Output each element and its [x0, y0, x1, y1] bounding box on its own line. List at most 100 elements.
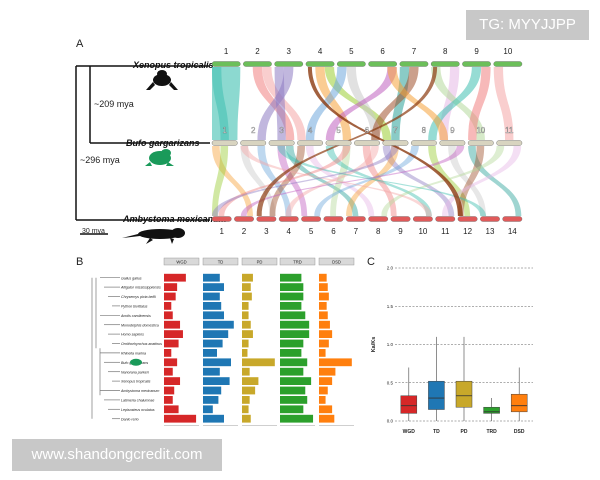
synteny-link [277, 146, 487, 216]
chromosome-bar [439, 140, 466, 146]
chromosome-bar [297, 140, 324, 146]
column-header-label: TRD [293, 259, 302, 264]
panel-a-label: A [76, 38, 84, 50]
column-header-label: TD [218, 259, 224, 264]
duplication-bar [203, 358, 231, 367]
chromosome-bar [345, 216, 366, 222]
species-name: Rhinella marina [121, 352, 146, 356]
species-label: Ambystoma mexicanum [122, 214, 227, 224]
site-watermark: www.shandongcredit.com [12, 439, 222, 471]
duplication-bar [319, 386, 328, 395]
duplication-bar [319, 414, 335, 423]
duplication-bar [319, 358, 352, 367]
chromosome-bar [368, 61, 397, 67]
duplication-bar [242, 339, 249, 348]
species-name: Python bivittatus [121, 305, 148, 309]
duplication-bar [242, 358, 275, 367]
species-label: Xenopus tropicalis [132, 60, 214, 70]
box [400, 395, 418, 414]
duplication-bar [280, 414, 314, 423]
duplication-bar [164, 386, 175, 395]
synteny-link [212, 146, 229, 216]
duplication-bar [280, 386, 306, 395]
box [510, 393, 528, 413]
duplication-bar [203, 396, 219, 404]
telegram-tag: TG: MYYJJPP [466, 10, 589, 40]
chromosome-label: 1 [224, 47, 229, 56]
duplication-bar [319, 367, 336, 376]
duplication-bar [280, 292, 304, 301]
duplication-bar [280, 302, 302, 310]
y-tick-label: 2.0 [387, 266, 394, 271]
synteny-link [325, 67, 397, 140]
chromosome-bar [399, 61, 429, 67]
species-name: Ambystoma mexicanum [120, 389, 159, 393]
synteny-link [325, 146, 432, 216]
duplication-bar [319, 311, 328, 320]
synteny-link [212, 146, 254, 216]
chromosome-bar [268, 140, 295, 146]
chromosome-label: 6 [380, 47, 385, 56]
column-header [241, 257, 278, 266]
chromosome-bar [493, 61, 523, 67]
chromosome-label: 1 [219, 227, 224, 236]
divergence-label: ~296 mya [80, 155, 120, 165]
synteny-link [315, 67, 352, 140]
chromosome-bar [323, 216, 344, 222]
duplication-bar-chart: Gallus gallus Alligator mississippiensis C… [91, 257, 355, 426]
frog-icon [146, 70, 178, 90]
species-label: Bufo gargarizans [126, 138, 200, 148]
scale-label: 30 mya [82, 228, 105, 235]
duplication-bar [280, 358, 308, 367]
duplication-bar [280, 349, 302, 357]
duplication-bar [164, 358, 178, 367]
chromosome-label: 4 [308, 126, 313, 135]
duplication-bar [242, 273, 253, 282]
synteny-link [448, 146, 487, 216]
duplication-bar [203, 302, 222, 310]
chromosome-bar [467, 140, 494, 146]
duplication-bar [319, 292, 329, 301]
chromosome-bar [457, 216, 478, 222]
chromosome-label: 10 [418, 227, 427, 236]
species-name: Ornithorhynchus anatinus [121, 342, 162, 346]
synteny-link [382, 146, 455, 216]
chromosome-label: 13 [486, 227, 495, 236]
synteny-link [439, 67, 460, 140]
x-tick-label: PD [461, 429, 468, 435]
chromosome-bar [435, 216, 456, 222]
chromosome-bar [256, 216, 277, 222]
chromosome-label: 5 [349, 47, 354, 56]
duplication-bar [164, 292, 176, 301]
chromosome-label: 9 [398, 227, 403, 236]
duplication-bar [280, 367, 304, 376]
chromosome-label: 6 [331, 227, 336, 236]
duplication-bar [242, 302, 249, 310]
duplication-bar [164, 414, 197, 423]
divergence-label: ~209 mya [94, 99, 134, 109]
chromosome-label: 8 [376, 227, 381, 236]
chromosome-label: 9 [450, 126, 455, 135]
duplication-bar [203, 405, 213, 414]
chromosome-label: 7 [412, 47, 417, 56]
kaks-boxplot: 0.0 0.5 1.0 1.5 2.0 Ka/Ks WGD TD PD TRD DSD [371, 266, 533, 435]
species-name: Nanorana parkeri [121, 370, 149, 374]
species-name: Monodelphis domestica [121, 323, 159, 327]
chromosome-bar [243, 61, 272, 67]
duplication-bar [319, 377, 333, 385]
chromosome-label: 7 [393, 126, 398, 135]
synteny-link [314, 146, 419, 216]
synteny-link [442, 146, 522, 216]
duplication-bar [203, 273, 220, 282]
duplication-bar [164, 283, 178, 291]
duplication-bar [203, 283, 224, 291]
chromosome-bar [413, 216, 433, 222]
duplication-bar [164, 349, 172, 357]
duplication-bar [319, 339, 329, 348]
column-header-label: DSD [332, 259, 341, 264]
chromosome-bar [390, 216, 411, 222]
duplication-bar [242, 330, 253, 338]
duplication-bar [280, 320, 310, 329]
chromosome-bar [337, 61, 366, 67]
duplication-bar [203, 330, 229, 338]
